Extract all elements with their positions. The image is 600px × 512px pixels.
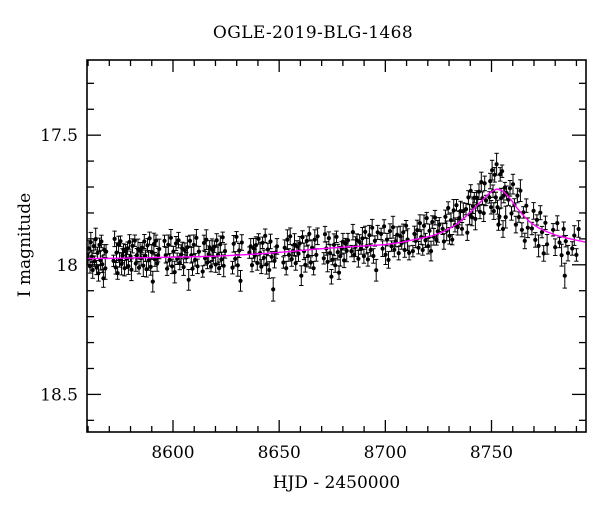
svg-text:8750: 8750 [470, 443, 513, 463]
svg-text:18: 18 [56, 256, 78, 276]
svg-text:8700: 8700 [364, 443, 407, 463]
svg-text:8650: 8650 [258, 443, 301, 463]
svg-text:18.5: 18.5 [40, 385, 78, 405]
x-axis-label: HJD - 2450000 [272, 473, 401, 493]
svg-text:8600: 8600 [151, 443, 194, 463]
plot-title: OGLE-2019-BLG-1468 [212, 23, 414, 43]
svg-text:17.5: 17.5 [40, 126, 78, 146]
